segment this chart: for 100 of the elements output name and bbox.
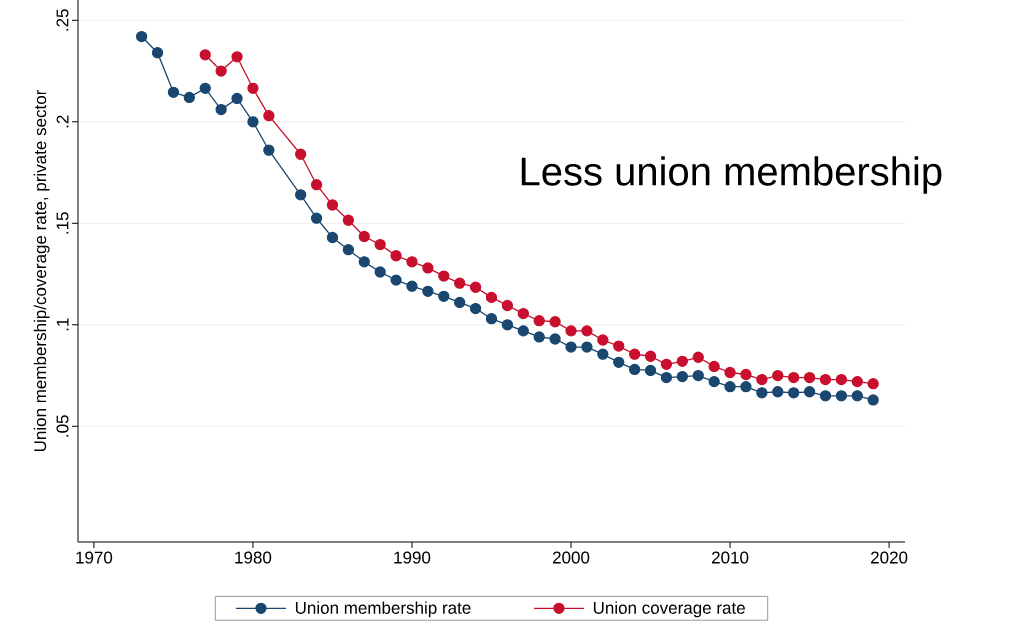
y-axis-title: Union membership/coverage rate, private sector: [33, 89, 50, 452]
point: [803, 371, 816, 384]
y-tick-label: .1: [56, 318, 69, 331]
point: [660, 371, 673, 384]
point: [358, 230, 370, 243]
point: [326, 231, 339, 244]
point: [485, 313, 498, 325]
point: [295, 189, 307, 201]
point: [231, 92, 243, 105]
point: [549, 333, 561, 345]
point: [565, 325, 577, 337]
point: [756, 373, 768, 386]
point: [597, 348, 609, 360]
point: [151, 47, 164, 59]
y-tick-label: .05: [56, 415, 69, 437]
point: [422, 262, 434, 274]
point: [565, 341, 577, 353]
point: [517, 307, 529, 320]
point: [867, 378, 879, 390]
point: [644, 350, 657, 362]
legend-label: Union membership rate: [295, 601, 471, 618]
point: [215, 65, 227, 77]
point: [740, 368, 752, 381]
point: [597, 334, 609, 346]
point: [199, 49, 211, 61]
point: [788, 371, 800, 384]
legend-label: Union coverage rate: [593, 601, 745, 618]
point: [422, 285, 434, 297]
point: [310, 212, 323, 224]
point: [533, 331, 545, 343]
point: [167, 86, 180, 98]
point: [295, 148, 307, 160]
point: [644, 364, 657, 377]
point: [708, 375, 720, 388]
point: [803, 386, 816, 398]
x-tick-label: 1990: [394, 551, 431, 564]
point: [692, 369, 704, 382]
point: [772, 369, 784, 382]
x-tick-label: 2000: [552, 551, 590, 564]
point: [469, 281, 482, 293]
point: [835, 373, 848, 386]
point: [819, 373, 832, 386]
point: [374, 266, 386, 278]
point: [628, 363, 641, 376]
point: [199, 82, 211, 94]
x-tick-label: 1980: [235, 551, 272, 564]
y-tick-label: .2: [56, 115, 69, 128]
point: [835, 390, 848, 402]
point: [851, 375, 863, 388]
point: [660, 358, 673, 371]
point: [438, 270, 450, 282]
point: [517, 325, 529, 337]
point: [215, 103, 227, 116]
point: [772, 386, 784, 398]
y-tick-label: .15: [56, 212, 69, 234]
point: [342, 244, 355, 256]
point: [263, 144, 275, 156]
x-tick-label: 2010: [712, 551, 749, 564]
point: [183, 91, 195, 104]
point: [549, 316, 561, 328]
point: [135, 30, 148, 43]
point: [501, 299, 514, 312]
point: [469, 302, 482, 315]
point: [390, 274, 402, 286]
point: [628, 348, 641, 360]
point: [326, 199, 339, 211]
point: [358, 256, 370, 268]
point: [406, 280, 418, 292]
point: [724, 366, 736, 379]
point: [740, 381, 752, 393]
point: [867, 394, 879, 406]
point: [501, 319, 514, 331]
point: [454, 296, 466, 309]
point: [613, 356, 625, 368]
point: [613, 340, 625, 352]
point: [581, 325, 593, 337]
point: [692, 351, 704, 363]
point: [406, 256, 418, 268]
point: [851, 390, 863, 402]
annotation: Less union membership: [521, 156, 942, 194]
point: [390, 250, 402, 262]
point: [438, 290, 450, 303]
point: [676, 355, 688, 367]
x-tick-label: 1970: [76, 551, 113, 564]
y-tick-label: .25: [56, 9, 69, 31]
point: [263, 110, 275, 122]
point: [454, 277, 466, 289]
point: [247, 82, 259, 94]
point: [533, 315, 545, 327]
point: [819, 390, 832, 402]
point: [485, 291, 498, 304]
point: [374, 238, 386, 251]
point: [247, 116, 259, 128]
point: [724, 381, 736, 393]
x-tick-label: 2020: [871, 551, 908, 564]
point: [708, 360, 720, 373]
point: [676, 370, 688, 383]
point: [342, 214, 355, 226]
point: [788, 387, 800, 399]
point: [756, 387, 768, 399]
